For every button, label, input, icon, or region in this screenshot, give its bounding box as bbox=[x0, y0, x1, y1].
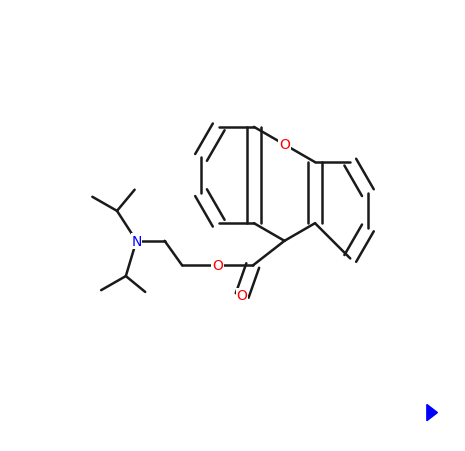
Text: O: O bbox=[237, 289, 247, 303]
Text: O: O bbox=[279, 138, 290, 152]
Text: N: N bbox=[131, 235, 141, 248]
Polygon shape bbox=[427, 405, 438, 421]
Text: O: O bbox=[212, 259, 223, 273]
